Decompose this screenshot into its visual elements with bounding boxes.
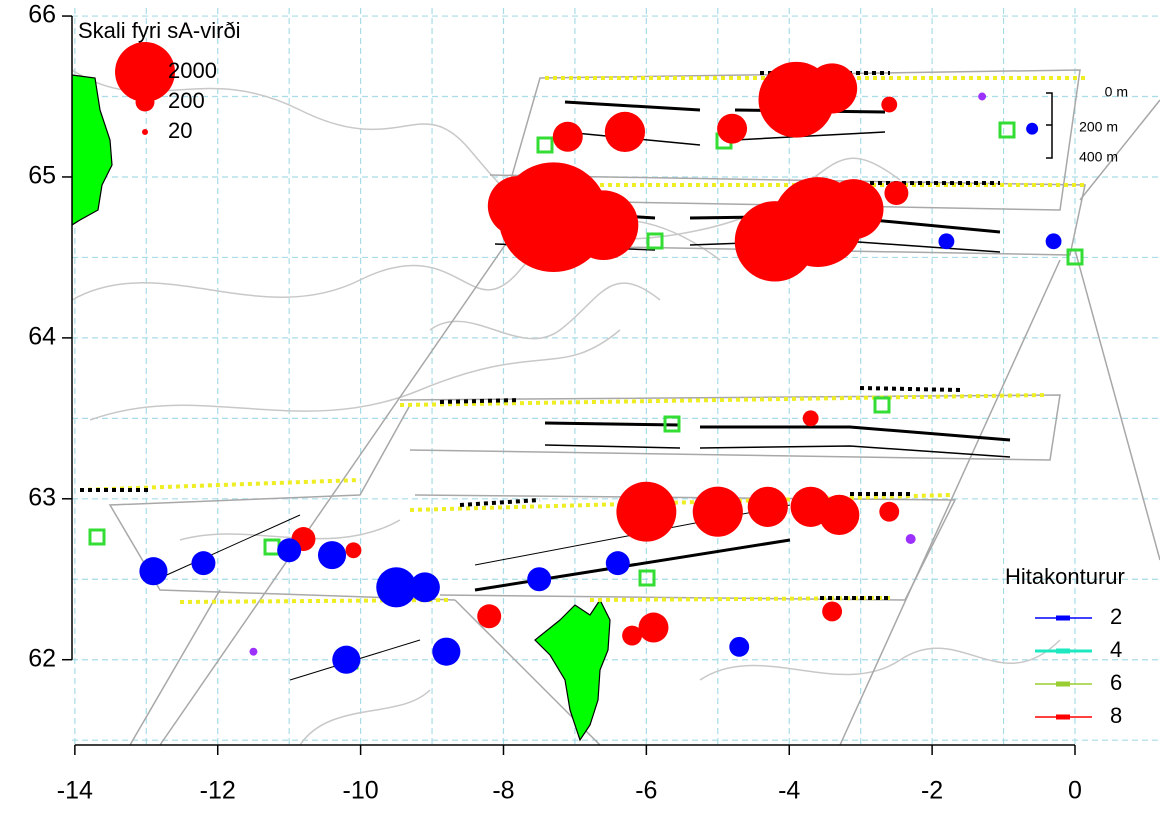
bubble bbox=[822, 601, 843, 622]
temperature-legend-mark bbox=[1056, 714, 1070, 720]
x-tick-label: -12 bbox=[200, 777, 236, 805]
bubble bbox=[692, 486, 743, 537]
bubble bbox=[807, 63, 858, 114]
bubble bbox=[1045, 233, 1062, 250]
bubble bbox=[1026, 122, 1039, 135]
bubble bbox=[734, 201, 816, 282]
x-tick-label: -2 bbox=[921, 777, 943, 805]
bubble bbox=[729, 636, 750, 657]
bubble bbox=[622, 625, 643, 646]
size-legend-bubble bbox=[142, 129, 148, 135]
size-legend-bubble bbox=[135, 92, 155, 112]
y-tick-label: 66 bbox=[28, 1, 56, 29]
x-tick-label: -10 bbox=[343, 777, 379, 805]
bubble bbox=[345, 542, 362, 559]
size-legend-label: 200 bbox=[168, 88, 205, 113]
bubble bbox=[616, 481, 677, 542]
depth-label: 0 m bbox=[1105, 84, 1128, 100]
bubble bbox=[638, 612, 669, 643]
temperature-legend-label: 8 bbox=[1110, 703, 1122, 728]
depth-label: 200 m bbox=[1079, 119, 1118, 135]
bubble bbox=[432, 637, 461, 666]
bubble bbox=[332, 645, 361, 674]
depth-label: 400 m bbox=[1079, 149, 1118, 165]
bubble bbox=[905, 534, 916, 544]
bubble bbox=[277, 538, 302, 563]
size-legend-label: 20 bbox=[168, 118, 192, 143]
size-legend-bubble bbox=[115, 42, 175, 102]
x-tick-label: -6 bbox=[635, 777, 657, 805]
temperature-legend-mark bbox=[1056, 681, 1070, 687]
bubble bbox=[487, 175, 548, 236]
bubble bbox=[978, 92, 987, 101]
y-tick-label: 64 bbox=[28, 322, 56, 350]
bubble bbox=[139, 557, 168, 586]
y-tick-label: 62 bbox=[28, 644, 56, 672]
depth-scale-bar bbox=[1046, 92, 1053, 159]
bubble bbox=[604, 111, 646, 153]
temperature-legend-title: Hitakonturur bbox=[1005, 564, 1125, 589]
bubble bbox=[747, 486, 788, 527]
x-tick-label: -8 bbox=[492, 777, 514, 805]
bubble bbox=[881, 96, 898, 113]
bubble bbox=[317, 541, 347, 570]
x-tick-label: 0 bbox=[1068, 777, 1082, 805]
bubbles bbox=[139, 61, 1062, 674]
bubble bbox=[605, 551, 630, 576]
bubble bbox=[823, 179, 884, 240]
bubble bbox=[938, 233, 955, 250]
bubble bbox=[584, 189, 609, 214]
bubble bbox=[527, 567, 552, 592]
bubble bbox=[477, 604, 502, 629]
temperature-legend-label: 4 bbox=[1110, 637, 1122, 662]
bubble bbox=[552, 121, 583, 152]
temperature-legend-label: 2 bbox=[1110, 604, 1122, 629]
bubble bbox=[884, 181, 909, 206]
temperature-legend-mark bbox=[1056, 648, 1070, 654]
size-legend-title: Skali fyri sA-virði bbox=[78, 18, 241, 43]
temperature-legend-mark bbox=[1056, 615, 1070, 621]
temperature-legend-label: 6 bbox=[1110, 670, 1122, 695]
y-tick-label: 63 bbox=[28, 483, 56, 511]
x-tick-label: -14 bbox=[57, 777, 93, 805]
bubble bbox=[409, 572, 440, 603]
x-tick-label: -4 bbox=[778, 777, 800, 805]
bubble bbox=[819, 494, 860, 535]
bubble bbox=[717, 113, 748, 144]
y-tick-label: 65 bbox=[28, 162, 56, 190]
bubble bbox=[802, 410, 819, 427]
bubble bbox=[376, 567, 417, 608]
bubble bbox=[568, 190, 639, 261]
bubble bbox=[879, 501, 900, 522]
bubble bbox=[249, 647, 258, 656]
size-legend-label: 2000 bbox=[168, 58, 217, 83]
bubble bbox=[191, 551, 216, 576]
